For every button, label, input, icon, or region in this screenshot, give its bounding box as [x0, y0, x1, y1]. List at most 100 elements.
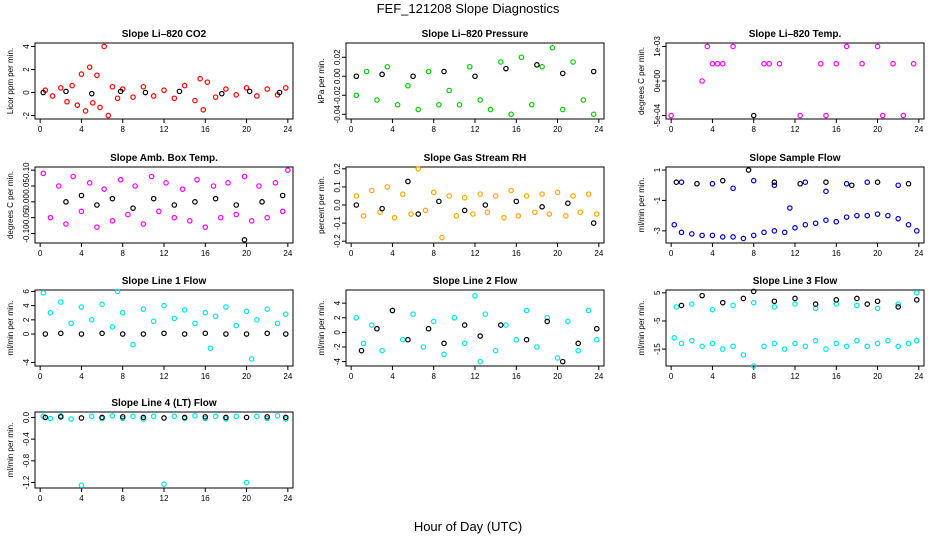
- x-tick-label: 8: [120, 494, 125, 503]
- data-point: [47, 214, 54, 221]
- data-point: [420, 344, 427, 350]
- data-point: [895, 215, 902, 222]
- data-point: [274, 320, 281, 327]
- data-point: [585, 191, 592, 197]
- data-point: [590, 220, 597, 226]
- y-tick-label: 0e+00: [653, 69, 662, 92]
- data-point: [750, 232, 757, 239]
- data-series: [40, 88, 283, 97]
- data-point: [47, 415, 54, 422]
- data-point: [678, 179, 685, 186]
- data-point: [150, 413, 157, 420]
- data-point: [477, 333, 483, 339]
- data-point: [57, 330, 64, 337]
- data-point: [797, 180, 803, 187]
- y-tick-label: 0.02: [333, 49, 342, 65]
- data-point: [843, 343, 850, 350]
- data-point: [470, 211, 476, 217]
- data-point: [78, 482, 85, 489]
- x-tick-label: 8: [120, 125, 125, 134]
- y-tick-label: 0: [22, 331, 31, 336]
- data-series: [671, 177, 920, 242]
- data-point: [360, 340, 367, 347]
- data-point: [40, 89, 47, 96]
- data-point: [673, 179, 680, 186]
- data-point: [570, 59, 576, 65]
- data-point: [874, 340, 881, 347]
- data-point: [761, 343, 767, 350]
- data-point: [192, 412, 198, 419]
- x-tick-label: 16: [201, 494, 210, 503]
- x-tick-label: 12: [791, 372, 800, 381]
- data-point: [225, 180, 231, 186]
- y-axis-label: Licor ppm per min.: [6, 48, 15, 114]
- data-point: [171, 315, 178, 322]
- data-point: [895, 182, 902, 189]
- data-point: [461, 194, 468, 201]
- panel-title: Slope Amb. Box Temp.: [110, 153, 218, 164]
- x-tick-label: 20: [873, 372, 882, 381]
- data-point: [42, 414, 49, 421]
- data-point: [905, 180, 912, 187]
- x-tick-label: 24: [594, 125, 603, 134]
- data-point: [453, 213, 460, 219]
- data-point: [86, 180, 93, 186]
- x-tick-label: 20: [873, 249, 882, 258]
- y-tick-label: 0.00: [22, 194, 31, 210]
- data-point: [243, 85, 250, 91]
- data-point: [415, 211, 422, 217]
- data-point: [477, 358, 483, 365]
- data-point: [379, 347, 385, 354]
- data-point: [730, 343, 736, 350]
- data-point: [513, 336, 520, 343]
- x-tick-label: 0: [349, 249, 354, 258]
- x-tick-label: 12: [160, 372, 169, 381]
- data-point: [719, 346, 726, 352]
- data-series: [353, 178, 597, 226]
- data-point: [523, 193, 530, 199]
- data-point: [864, 179, 871, 186]
- figure-title: FEF_121208 Slope Diagnostics: [377, 1, 560, 16]
- data-point: [88, 413, 95, 420]
- data-point: [49, 93, 56, 99]
- x-tick-label: 0: [38, 249, 43, 258]
- data-point: [97, 104, 103, 111]
- data-point: [678, 229, 685, 236]
- data-point: [212, 313, 219, 320]
- data-point: [422, 207, 429, 214]
- data-point: [78, 304, 85, 310]
- data-point: [492, 347, 499, 354]
- data-point: [233, 211, 240, 218]
- data-point: [353, 73, 360, 80]
- data-point: [699, 78, 705, 84]
- data-point: [554, 189, 561, 196]
- panel-title: Slope Sample Flow: [749, 153, 840, 164]
- data-point: [140, 83, 147, 90]
- data-point: [109, 218, 116, 224]
- data-point: [358, 347, 365, 354]
- x-tick-label: 20: [242, 249, 251, 258]
- x-tick-label: 20: [553, 372, 562, 381]
- x-tick-label: 12: [791, 125, 800, 134]
- data-point: [503, 65, 509, 72]
- chart-panel: Slope Li–820 Temp. 0 4 8 12 16 20 24 -5e-04 0e+00…: [637, 29, 925, 134]
- data-point: [179, 186, 186, 192]
- data-point: [874, 305, 881, 312]
- data-point: [130, 205, 136, 211]
- data-point: [482, 311, 489, 317]
- data-point: [272, 180, 279, 186]
- data-point: [243, 331, 250, 337]
- data-point: [518, 54, 525, 61]
- data-point: [181, 331, 188, 337]
- data-point: [161, 330, 167, 337]
- data-series: [353, 44, 597, 118]
- data-point: [910, 60, 917, 67]
- data-point: [114, 288, 121, 295]
- data-point: [241, 173, 248, 180]
- data-point: [410, 73, 416, 80]
- data-point: [181, 414, 188, 421]
- x-tick-label: 16: [832, 372, 841, 381]
- data-point: [776, 60, 783, 67]
- data-point: [243, 479, 250, 486]
